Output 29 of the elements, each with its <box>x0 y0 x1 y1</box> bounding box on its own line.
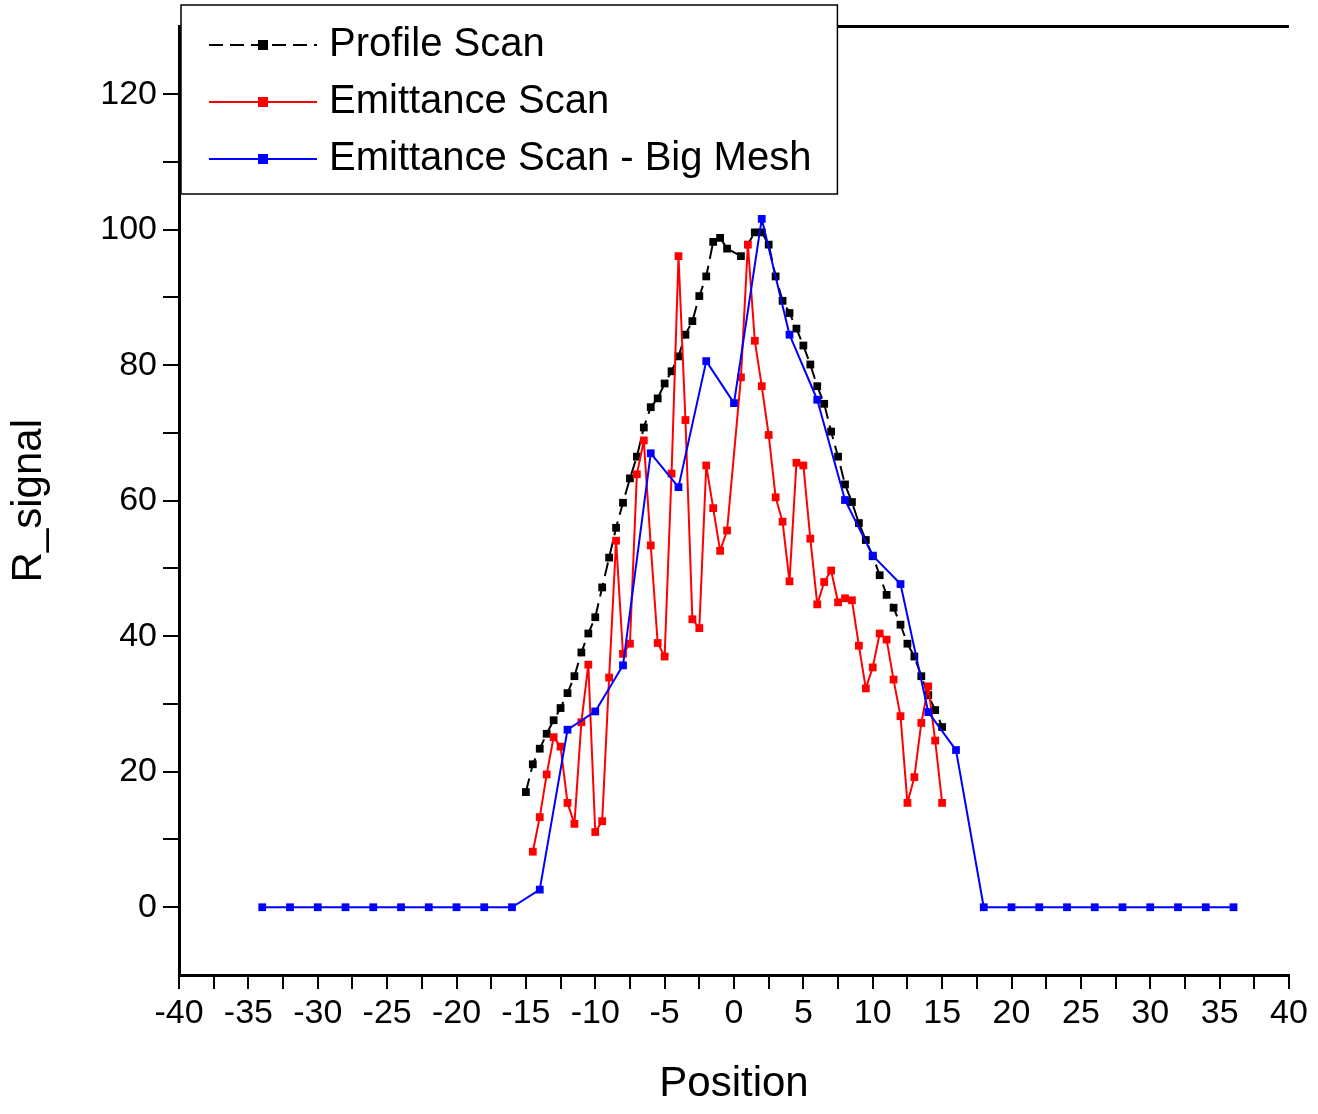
x-tick-label: 20 <box>992 991 1031 1030</box>
x-tick-label: -5 <box>649 991 680 1030</box>
x-tick-label: -25 <box>362 991 412 1030</box>
x-tick-label: 15 <box>923 991 962 1030</box>
x-tick-label: 40 <box>1270 991 1308 1030</box>
y-tick-label: 80 <box>119 343 157 382</box>
x-tick-label: -20 <box>431 991 482 1030</box>
x-tick-label: -40 <box>154 991 204 1030</box>
x-tick-label: 10 <box>853 991 892 1030</box>
x-tick-label: -35 <box>223 991 273 1030</box>
legend-label: Emittance Scan <box>329 77 610 122</box>
y-tick-label: 120 <box>100 72 157 111</box>
y-tick-label: 0 <box>138 885 157 924</box>
x-tick-label: 5 <box>793 991 813 1030</box>
y-tick-label: 60 <box>119 479 157 518</box>
x-tick-label: 35 <box>1200 991 1239 1030</box>
y-tick-label: 100 <box>100 208 157 247</box>
x-axis-title: Position <box>659 1058 809 1106</box>
x-tick-label: -10 <box>570 991 620 1030</box>
x-tick-label: 0 <box>724 991 744 1030</box>
x-tick-label: 30 <box>1131 991 1170 1030</box>
legend-label: Emittance Scan - Big Mesh <box>329 134 812 179</box>
y-tick-label: 40 <box>119 614 157 653</box>
x-tick-label: 25 <box>1061 991 1100 1030</box>
legend-label: Profile Scan <box>329 20 545 65</box>
x-tick-label: -30 <box>293 991 343 1030</box>
y-tick-label: 20 <box>119 750 157 789</box>
y-axis-title: R_signal <box>2 418 50 583</box>
x-tick-label: -15 <box>501 991 551 1030</box>
